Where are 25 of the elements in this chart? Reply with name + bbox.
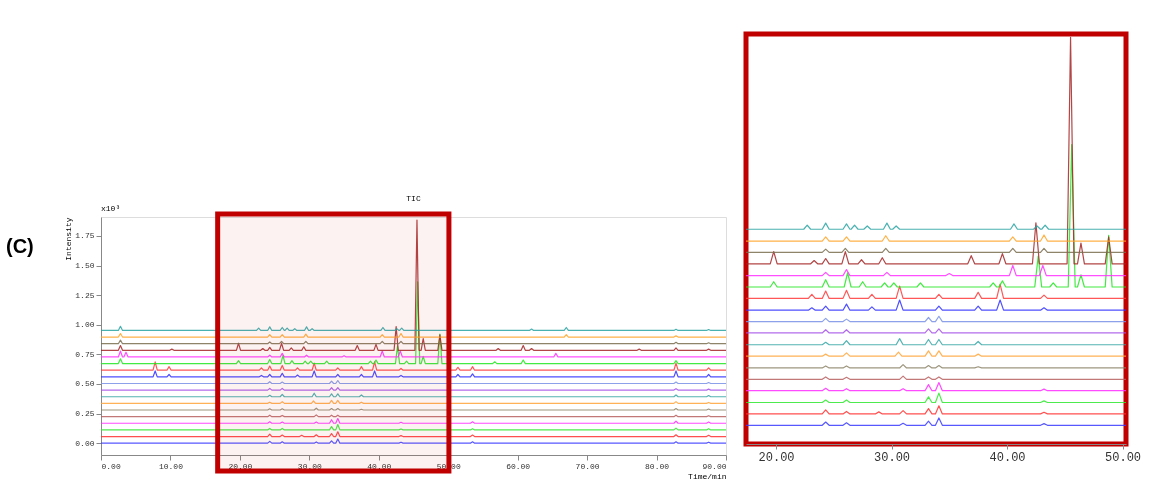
x-axis-title: Time/min: [688, 471, 727, 481]
line-series: [100, 219, 727, 351]
y-tick-label: 1.00: [75, 320, 95, 330]
x-tick-label: 70.00: [575, 461, 600, 471]
x-tick-label: 60.00: [506, 461, 531, 471]
y-tick-label: 1.50: [75, 261, 95, 271]
x-tick-label: 30.00: [874, 450, 911, 465]
text: (C): [6, 235, 34, 257]
y-tick-label: 0.00: [75, 438, 95, 448]
x-tick-label: 80.00: [645, 461, 670, 471]
y-axis-title: Intensity: [64, 217, 74, 261]
x-tick-label: 0.00: [101, 461, 121, 471]
y-tick-label: 0.25: [75, 409, 95, 419]
x-tick-label: 10.00: [158, 461, 184, 471]
y-tick-label: 0.75: [75, 349, 95, 359]
x-tick-label: 20.00: [758, 450, 795, 465]
y-tick-label: 1.25: [75, 290, 95, 300]
y-tick-label: 0.50: [75, 379, 95, 389]
line-series: [100, 361, 727, 371]
y-tick-label: 1.75: [75, 231, 95, 241]
x-tick-label: 90.00: [702, 461, 727, 471]
x-tick-label: 40.00: [989, 450, 1026, 465]
text: x10³: [101, 204, 121, 213]
x-tick-label: 50.00: [1105, 450, 1142, 465]
chart-title: TIC: [406, 194, 421, 203]
